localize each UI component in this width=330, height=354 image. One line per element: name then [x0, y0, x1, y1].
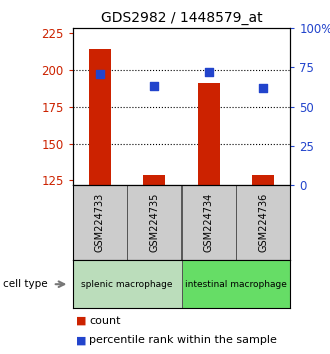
Text: count: count: [89, 316, 120, 326]
Bar: [236, 185, 290, 261]
Bar: [252, 175, 274, 185]
Point: [206, 69, 211, 75]
Title: GDS2982 / 1448579_at: GDS2982 / 1448579_at: [101, 11, 262, 24]
Text: GSM224733: GSM224733: [95, 193, 105, 252]
Text: cell type: cell type: [3, 279, 48, 289]
Text: intestinal macrophage: intestinal macrophage: [185, 280, 287, 289]
Bar: [182, 185, 236, 261]
Text: GSM224736: GSM224736: [258, 193, 268, 252]
Text: GSM224734: GSM224734: [204, 193, 214, 252]
Text: percentile rank within the sample: percentile rank within the sample: [89, 335, 277, 345]
Text: GSM224735: GSM224735: [149, 193, 159, 252]
Text: splenic macrophage: splenic macrophage: [81, 280, 173, 289]
Point: [97, 71, 102, 76]
Point: [260, 85, 266, 91]
Text: ■: ■: [76, 316, 86, 326]
Bar: [198, 83, 220, 185]
Bar: [143, 175, 165, 185]
Bar: [73, 185, 127, 261]
Bar: [127, 185, 182, 261]
Bar: [182, 261, 290, 308]
Bar: [73, 261, 182, 308]
Text: ■: ■: [76, 335, 86, 345]
Point: [151, 84, 157, 89]
Bar: [89, 49, 111, 185]
